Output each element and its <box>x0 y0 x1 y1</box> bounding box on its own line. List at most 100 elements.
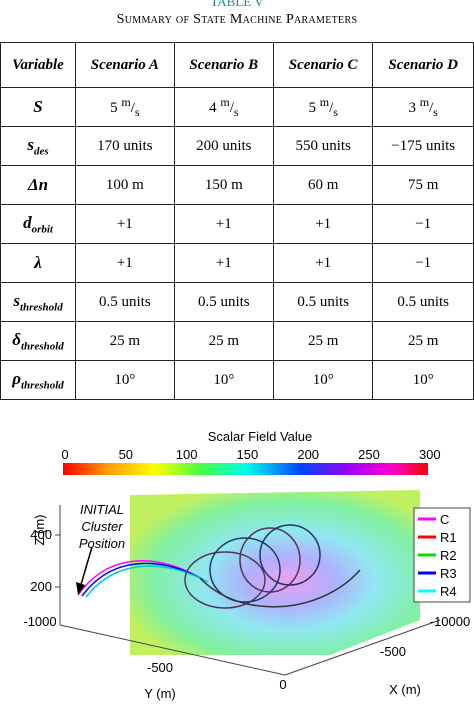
header-cell: Scenario D <box>372 42 474 88</box>
symbol: d <box>23 212 32 232</box>
number: 5 <box>308 99 316 116</box>
y-tick: -1000 <box>23 614 56 629</box>
table-row: Δn 100 m 150 m 60 m 75 m <box>0 165 474 205</box>
legend-label: R3 <box>440 566 457 581</box>
symbol: s <box>27 134 34 154</box>
colorbar-tick: 50 <box>119 447 133 462</box>
annotation-arrow <box>79 546 93 589</box>
value-cell: 5 m/s <box>272 87 374 127</box>
subscript: threshold <box>20 340 64 353</box>
symbol: S <box>33 97 43 116</box>
legend-label: R1 <box>440 530 457 545</box>
colorbar-title: Scalar Field Value <box>208 429 313 444</box>
z-tick: 200 <box>30 579 52 594</box>
value-cell: 170 units <box>75 126 175 166</box>
header-cell: Scenario B <box>173 42 275 88</box>
value-cell: 0.5 units <box>272 282 374 322</box>
legend-label: C <box>440 512 449 527</box>
unit-numerator: m <box>319 94 330 109</box>
subscript: orbit <box>31 223 53 236</box>
value-cell: 5 m/s <box>75 87 175 127</box>
annotation: INITIAL <box>80 502 124 517</box>
table-row: λ +1 +1 +1 −1 <box>0 243 474 283</box>
table-label: TABLE V <box>210 0 264 9</box>
annotation: Cluster <box>81 519 123 534</box>
y-tick: 0 <box>279 677 286 692</box>
value-cell: −175 units <box>372 126 474 166</box>
variable-cell: λ <box>0 243 77 283</box>
value-cell: −1 <box>372 204 474 244</box>
colorbar <box>63 463 428 475</box>
number: 5 <box>110 99 118 116</box>
z-tick: 400 <box>30 527 52 542</box>
figure: Scalar Field Value 0 50 100 150 200 250 300 Z (m… <box>23 429 471 701</box>
value-cell: +1 <box>272 243 374 283</box>
colorbar-tick: 300 <box>419 447 441 462</box>
value-cell: −1 <box>372 243 474 283</box>
variable-cell: sdes <box>0 126 77 166</box>
unit-numerator: m <box>220 94 230 109</box>
symbol: λ <box>34 253 42 272</box>
subscript: threshold <box>19 301 63 314</box>
unit-denominator: s <box>134 104 140 119</box>
value-cell: 10° <box>372 360 474 400</box>
variable-cell: sthreshold <box>0 282 77 322</box>
table-row: sthreshold 0.5 units 0.5 units 0.5 units 0.5… <box>0 282 474 322</box>
unit-numerator: m <box>121 94 131 109</box>
value-cell: 150 m <box>173 165 275 205</box>
value-cell: +1 <box>173 243 275 283</box>
value-cell: 25 m <box>272 321 374 361</box>
variable-cell: δthreshold <box>0 321 77 361</box>
symbol: ρ <box>12 368 21 388</box>
subscript: des <box>34 145 49 158</box>
symbol: Δn <box>27 175 49 194</box>
annotation: Position <box>79 536 125 551</box>
value-cell: 3 m/s <box>372 87 474 127</box>
arrowhead <box>76 582 85 595</box>
table-caption: Summary of State Machine Parameters <box>116 12 358 27</box>
header-cell: Variable <box>0 42 77 88</box>
table-row: dorbit +1 +1 +1 −1 <box>0 204 474 244</box>
y-label: Y (m) <box>144 686 176 701</box>
value-cell: 25 m <box>173 321 275 361</box>
colorbar-tick: 200 <box>297 447 319 462</box>
value-cell: 200 units <box>173 126 275 166</box>
unit-numerator: m <box>419 94 430 109</box>
value-cell: +1 <box>75 243 175 283</box>
value-cell: 10° <box>173 360 275 400</box>
z-label: Z (m) <box>32 514 47 545</box>
value-cell: 550 units <box>272 126 374 166</box>
axes <box>55 505 441 676</box>
table-row: sdes 170 units 200 units 550 units −175 unit… <box>0 126 474 166</box>
value-cell: 0.5 units <box>372 282 474 322</box>
legend-label: R4 <box>440 584 457 599</box>
x-tick: -500 <box>380 644 406 659</box>
value-cell: 100 m <box>75 165 175 205</box>
number: 4 <box>209 99 217 116</box>
colorbar-tick: 150 <box>237 447 259 462</box>
value-cell: 25 m <box>75 321 175 361</box>
variable-cell: ρthreshold <box>0 360 77 400</box>
value-cell: +1 <box>272 204 374 244</box>
number: 3 <box>408 99 416 116</box>
header-cell: Scenario A <box>75 42 175 88</box>
table: Variable Scenario A Scenario B Scenario C Sc… <box>0 42 474 400</box>
variable-cell: dorbit <box>0 204 77 244</box>
colorbar-tick: 100 <box>176 447 198 462</box>
value-cell: 60 m <box>272 165 374 205</box>
value-cell: 0.5 units <box>173 282 275 322</box>
value-cell: +1 <box>75 204 175 244</box>
legend-label: R2 <box>440 548 457 563</box>
x-tick: -10000 <box>430 614 470 629</box>
value-cell: +1 <box>173 204 275 244</box>
value-cell: 75 m <box>372 165 474 205</box>
variable-cell: Δn <box>0 165 77 205</box>
symbol: δ <box>12 329 21 349</box>
table-row: ρthreshold 10° 10° 10° 10° <box>0 360 474 400</box>
unit-denominator: s <box>433 104 438 119</box>
value-cell: 10° <box>272 360 374 400</box>
colorbar-tick: 0 <box>61 447 68 462</box>
y-tick: -500 <box>147 660 173 675</box>
